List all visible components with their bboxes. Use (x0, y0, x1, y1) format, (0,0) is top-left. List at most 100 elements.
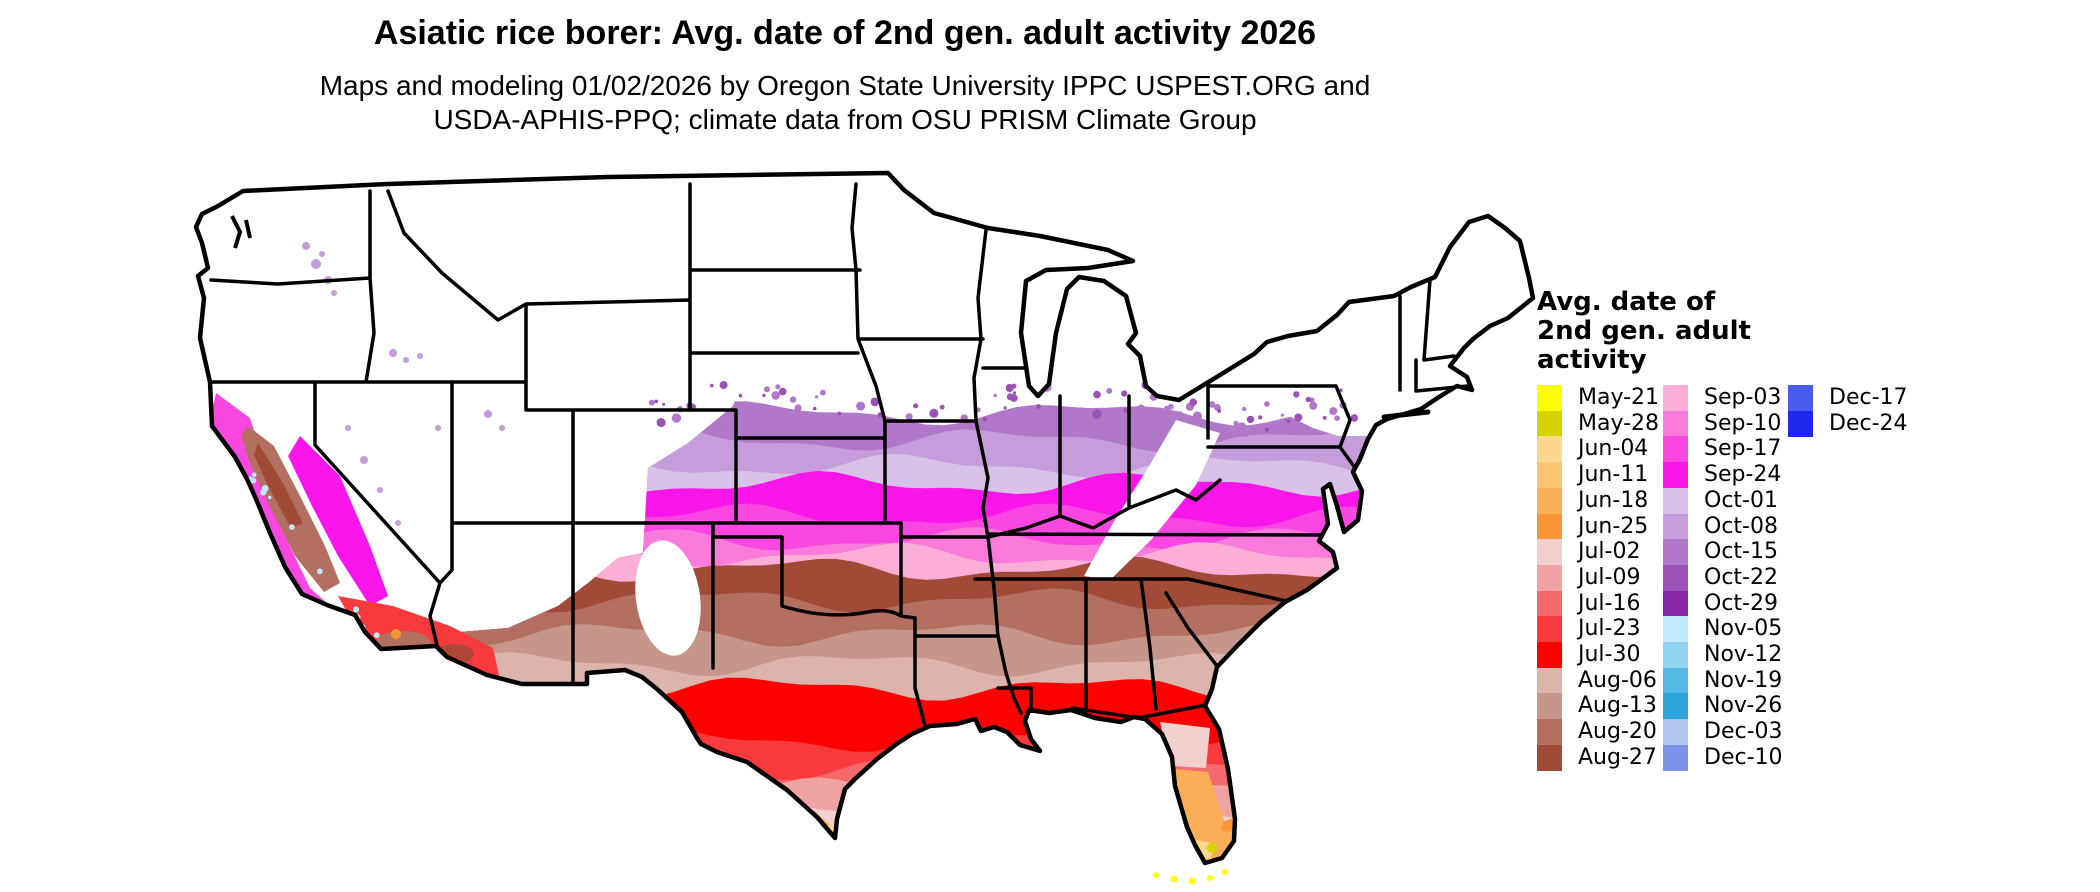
coast-speck (260, 489, 267, 496)
speck (769, 405, 779, 415)
legend-label: Aug-06 (1578, 667, 1657, 693)
speck (1305, 396, 1312, 403)
title-block: Asiatic rice borer: Avg. date of 2nd gen… (0, 14, 1690, 137)
subtitle-line-2: USDA-APHIS-PPQ; climate data from OSU PR… (433, 104, 1257, 135)
legend-swatch-Nov-05 (1663, 616, 1688, 643)
speck (1286, 419, 1291, 424)
page-title: Asiatic rice borer: Avg. date of 2nd gen… (373, 14, 1317, 52)
legend-swatch-Jul-16 (1537, 590, 1562, 617)
legend-label: Aug-20 (1578, 719, 1657, 745)
legend-swatch-Nov-26 (1663, 693, 1688, 720)
speck (1265, 427, 1269, 432)
legend-label: Jun-25 (1578, 513, 1649, 539)
coastal-details (230, 215, 1431, 885)
speck (1217, 408, 1222, 413)
coast-speck (268, 495, 272, 500)
speck (1123, 408, 1129, 413)
legend-label: Jun-04 (1578, 436, 1649, 462)
speck (870, 397, 880, 407)
band-Jun-11 (368, 842, 1533, 863)
legend-swatch-Sep-24 (1663, 462, 1688, 489)
legend-swatch-Jul-09 (1537, 564, 1562, 591)
legend-swatch-Jul-23 (1537, 616, 1562, 643)
band-Jul-02 (368, 793, 1533, 863)
legend-swatch-Aug-20 (1537, 719, 1562, 746)
legend-title-line: 2nd gen. adult (1537, 316, 1751, 346)
speck (738, 393, 743, 398)
speck (1130, 408, 1134, 412)
speck (1249, 425, 1254, 429)
speck (1246, 415, 1255, 424)
legend-label: Dec-17 (1829, 385, 1908, 410)
legend-label: Nov-26 (1704, 693, 1783, 719)
speck (1006, 393, 1014, 401)
speck (913, 403, 919, 409)
speck (1350, 414, 1359, 422)
speck (1280, 413, 1284, 417)
band-Jun-18 (368, 827, 1533, 863)
legend-label: Sep-03 (1704, 385, 1782, 410)
legend-label: Jul-30 (1578, 642, 1641, 667)
subtitle-line-1: Maps and modeling 01/02/2026 by Oregon S… (319, 70, 1371, 101)
legend-swatch-Aug-13 (1537, 693, 1562, 720)
legend-swatch-May-28 (1537, 410, 1562, 437)
speck (662, 402, 666, 406)
legend-title: Avg. date of 2nd gen. adult activity (1537, 288, 1957, 375)
speck (929, 408, 939, 418)
legend-swatch-Jun-11 (1537, 462, 1562, 489)
legend-swatch-Jul-30 (1537, 642, 1562, 668)
band-Jul-30 (368, 675, 1533, 863)
speck (856, 401, 866, 411)
legend-label: May-21 (1578, 385, 1660, 410)
speck (1176, 411, 1183, 419)
new-mexico-white-area (635, 540, 701, 656)
legend-label: Oct-22 (1704, 564, 1778, 590)
speck (905, 413, 913, 421)
speck (1233, 420, 1239, 426)
legend-swatch-Dec-24 (1788, 410, 1813, 437)
speck (775, 384, 781, 390)
speck (654, 399, 659, 404)
speck (671, 413, 682, 423)
speck (1329, 407, 1338, 416)
band-May-28 (188, 868, 1538, 890)
speck (1309, 401, 1318, 410)
legend-entries: May-21 May-28 Jun-04 Jun-11 Jun-18 Jun-25 Jul-… (1537, 385, 1957, 785)
speck (812, 406, 817, 411)
band-Jul-16 (368, 757, 1533, 863)
legend-swatch-Jun-18 (1537, 487, 1562, 514)
legend-swatch-Oct-01 (1663, 487, 1688, 514)
speck (794, 404, 802, 412)
speck (719, 381, 728, 389)
us-outline (193, 170, 1536, 866)
speck (1293, 391, 1300, 398)
legend-label: Aug-13 (1578, 693, 1657, 719)
band-May-21 (188, 874, 1538, 890)
legend-swatch-Sep-17 (1663, 436, 1688, 463)
legend-swatch-Sep-10 (1663, 410, 1688, 437)
legend-label: Dec-03 (1704, 719, 1783, 745)
speck (1294, 413, 1303, 422)
speck (814, 395, 819, 399)
california-patches (210, 393, 500, 680)
speck (1192, 411, 1202, 421)
legend-label: Jul-09 (1578, 564, 1641, 590)
legend-label: Jun-18 (1578, 487, 1649, 513)
legend-swatch-Jul-02 (1537, 539, 1562, 566)
legend-swatch-Oct-22 (1663, 564, 1688, 591)
speck (877, 412, 883, 418)
speck (1258, 415, 1263, 420)
legend-swatch-Jun-04 (1537, 436, 1562, 463)
speck (1242, 406, 1247, 412)
speck (1092, 409, 1102, 419)
band-Jul-09 (368, 777, 1533, 863)
legend-swatch-Nov-19 (1663, 667, 1688, 694)
speck (1322, 415, 1327, 420)
speck (1170, 413, 1177, 421)
legend-label: Aug-27 (1578, 744, 1657, 770)
state-borders (209, 182, 1470, 728)
speck (1189, 398, 1197, 407)
legend-swatch-Oct-29 (1663, 590, 1688, 617)
speck (1012, 391, 1017, 395)
